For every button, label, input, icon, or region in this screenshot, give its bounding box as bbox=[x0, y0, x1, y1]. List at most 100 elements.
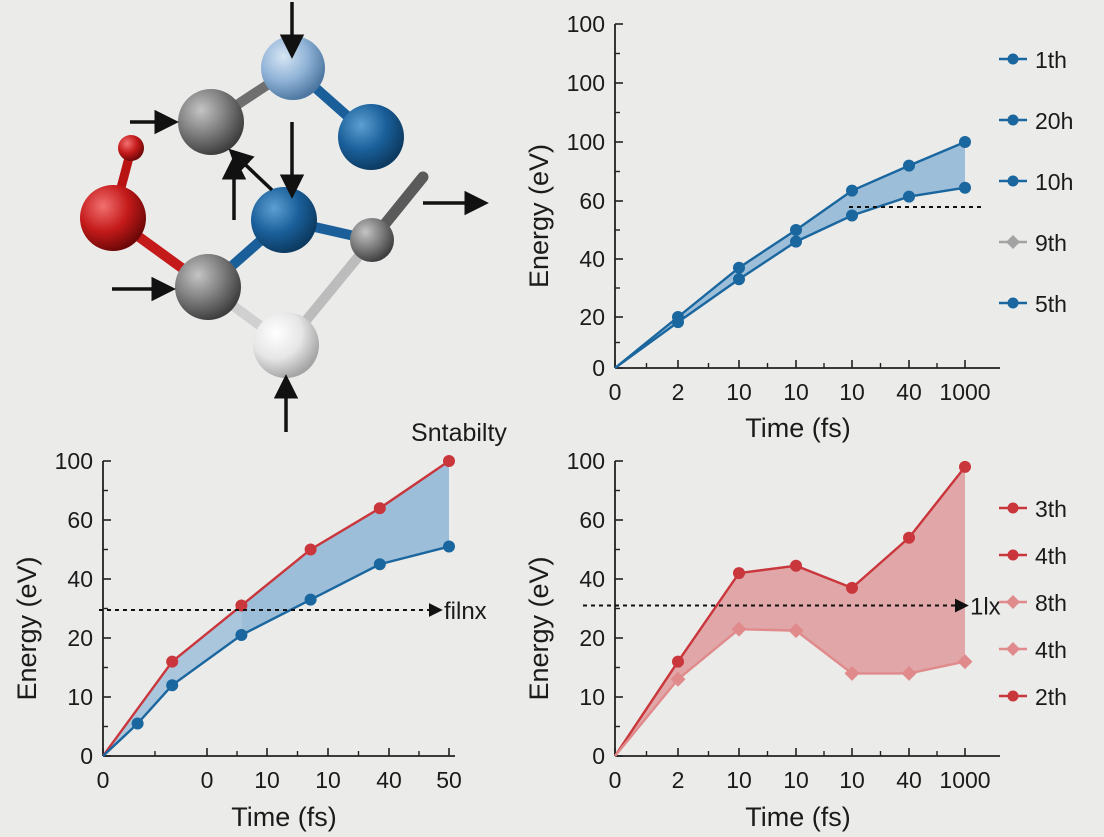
reference-line-label: 1lx bbox=[970, 594, 1001, 621]
circle-marker bbox=[235, 629, 248, 642]
circle-marker bbox=[790, 235, 802, 248]
y-tick-label: 10 bbox=[67, 684, 93, 710]
y-tick-label: 100 bbox=[567, 11, 605, 37]
y-tick-label: 10 bbox=[579, 684, 605, 710]
circle-marker bbox=[373, 558, 386, 571]
atoms bbox=[80, 36, 404, 378]
y-tick-label: 100 bbox=[567, 70, 605, 96]
circle-marker bbox=[1007, 549, 1019, 561]
x-tick-label: 40 bbox=[376, 767, 402, 793]
arrow-diagonal bbox=[228, 148, 274, 192]
molecule-illustration bbox=[80, 2, 489, 432]
circle-marker bbox=[959, 136, 971, 148]
y-tick-label: 60 bbox=[579, 507, 605, 533]
y-tick-label: 20 bbox=[579, 625, 605, 651]
x-tick-label: 10 bbox=[315, 767, 341, 793]
circle-marker bbox=[672, 655, 684, 668]
circle-marker bbox=[846, 209, 858, 222]
x-tick-label: 1000 bbox=[939, 767, 990, 793]
series-line bbox=[614, 186, 966, 369]
legend-item: 1th bbox=[999, 47, 1067, 73]
y-tick-label: 20 bbox=[579, 304, 605, 330]
y-tick-label: 20 bbox=[67, 625, 93, 651]
white-atom bbox=[253, 312, 319, 378]
x-tick-label: 10 bbox=[726, 767, 752, 793]
y-tick-label: 60 bbox=[67, 507, 93, 533]
circle-marker bbox=[443, 540, 455, 553]
legend-item: 10h bbox=[999, 169, 1073, 195]
chart-bottom-right: 0 2 10 10 10 40 1000 0 10 20 40 60 100 Time (fs) Energ… bbox=[524, 448, 1067, 832]
x-tick-label: 0 bbox=[201, 767, 214, 793]
y-tick-label: 0 bbox=[592, 743, 605, 769]
y-tick-label: 40 bbox=[579, 246, 605, 272]
diamond-marker bbox=[957, 654, 973, 670]
diamond-marker bbox=[901, 665, 917, 681]
small-red-atom bbox=[118, 135, 144, 161]
x-tick-label: 40 bbox=[896, 767, 922, 793]
x-tick-label: 2 bbox=[672, 379, 685, 405]
legend-label: 9th bbox=[1035, 230, 1067, 256]
legend-item: 3th bbox=[999, 496, 1067, 522]
circle-marker bbox=[903, 190, 915, 203]
legend-label: 1th bbox=[1035, 47, 1067, 73]
circle-marker bbox=[1007, 114, 1019, 126]
y-axis-label: Energy (eV) bbox=[524, 556, 554, 700]
blue-atom bbox=[338, 104, 404, 170]
gray-atom bbox=[175, 254, 241, 320]
y-tick-label: 0 bbox=[80, 743, 93, 769]
y-axis-label: Energy (eV) bbox=[12, 556, 42, 700]
legend-item: 4th bbox=[999, 543, 1067, 569]
diamond-marker bbox=[1006, 642, 1020, 656]
y-tick-label: 60 bbox=[579, 188, 605, 214]
circle-marker bbox=[1007, 175, 1019, 187]
y-tick-label: 100 bbox=[567, 129, 605, 155]
fill-band bbox=[241, 461, 449, 636]
diamond-marker bbox=[670, 671, 686, 687]
circle-marker bbox=[903, 531, 915, 544]
legend-label: 2th bbox=[1035, 684, 1067, 710]
circle-marker bbox=[1007, 297, 1019, 309]
x-tick-label: 0 bbox=[609, 767, 622, 793]
legend: 1th 20h 10h 9th 5th bbox=[999, 47, 1073, 317]
x-tick-label: 0 bbox=[609, 379, 622, 405]
light-blue-atom bbox=[261, 36, 325, 100]
circle-marker bbox=[131, 717, 144, 730]
legend-item: 4th bbox=[999, 637, 1067, 663]
circle-marker bbox=[790, 559, 802, 572]
legend-item: 2th bbox=[999, 684, 1067, 710]
x-axis-label: Time (fs) bbox=[745, 802, 850, 832]
diamond-marker bbox=[844, 665, 860, 681]
x-axis-label: Time (fs) bbox=[745, 413, 850, 443]
circle-marker bbox=[846, 581, 858, 594]
x-tick-label: 1000 bbox=[939, 379, 990, 405]
circle-marker bbox=[1007, 502, 1019, 514]
circle-marker bbox=[790, 224, 802, 236]
circle-marker bbox=[733, 273, 745, 286]
legend-label: 20h bbox=[1035, 108, 1073, 134]
circle-marker bbox=[1007, 690, 1019, 702]
y-tick-label: 40 bbox=[579, 566, 605, 592]
plot-area: 0 2 10 10 10 40 1000 0 10 20 40 60 100 Time (fs) Energ… bbox=[524, 448, 1001, 832]
circle-marker bbox=[1007, 53, 1019, 65]
x-tick-label: 50 bbox=[436, 767, 462, 793]
x-tick-label: 10 bbox=[839, 379, 865, 405]
gray-atom bbox=[178, 89, 244, 155]
legend-item: 9th bbox=[999, 230, 1067, 256]
diamond-marker bbox=[731, 621, 747, 637]
legend-label: 10h bbox=[1035, 169, 1073, 195]
fill-band bbox=[615, 466, 965, 756]
legend-label: 5th bbox=[1035, 291, 1067, 317]
x-tick-label: 0 bbox=[97, 767, 110, 793]
y-tick-label: 100 bbox=[567, 448, 605, 474]
chart-title: Sntabilty bbox=[411, 419, 507, 447]
circle-marker bbox=[373, 502, 386, 515]
circle-marker bbox=[166, 679, 179, 692]
red-atom bbox=[80, 185, 146, 251]
x-tick-label: 40 bbox=[896, 379, 922, 405]
legend-item: 5th bbox=[999, 291, 1067, 317]
legend: 3th 4th 8th 4th 2th bbox=[999, 496, 1067, 710]
circle-marker bbox=[903, 159, 915, 172]
